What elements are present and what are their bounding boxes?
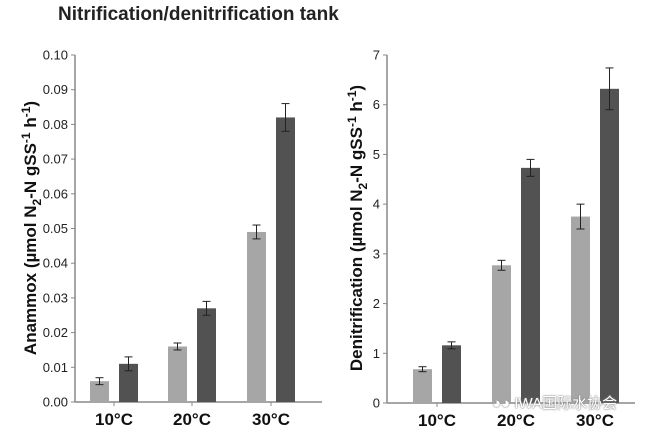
chart-2: 0 1 2 3 4 5 6 7 10°C 20°C 30°C Denitrification (µmo… (345, 48, 635, 430)
x-tick-label: 10°C (418, 411, 456, 430)
x-tick-label: 30°C (252, 410, 290, 429)
y-axis-label-part: -1 (19, 106, 33, 117)
y-tick-label: 0.00 (43, 395, 68, 410)
y-axis-label-part: h (347, 101, 366, 116)
bar (521, 167, 540, 403)
bar (90, 381, 109, 402)
bar (492, 265, 511, 403)
y-tick-label: 6 (373, 97, 380, 112)
bar (197, 308, 216, 402)
y-axis-label-part: -1 (345, 116, 359, 127)
x-tick-label: 20°C (497, 411, 535, 430)
y-axis-label-part: -N gSS (21, 143, 40, 199)
y-axis-label-part: -N gSS (347, 127, 366, 183)
bar (119, 363, 138, 402)
y-axis-label-part: 2 (356, 182, 370, 189)
y-tick-label: 0.10 (43, 48, 68, 63)
y-axis-label-part: h (21, 117, 40, 132)
y-axis-label-part: -1 (345, 90, 359, 101)
y-tick-label: 0.02 (43, 325, 68, 340)
y-tick-label: 0 (373, 396, 380, 411)
y-tick-label: 1 (373, 346, 380, 361)
y-axis-label-part: ) (21, 101, 40, 107)
y-axis-label-part: 2 (30, 198, 44, 205)
bar (442, 345, 461, 403)
watermark-text: IWA国际水协会 (514, 395, 618, 412)
bar (247, 231, 266, 402)
y-tick-label: 0.06 (43, 186, 68, 201)
x-tick-label: 10°C (95, 410, 133, 429)
y-tick-label: 0.09 (43, 82, 68, 97)
bar (168, 346, 187, 402)
wechat-icon: ◕◕ (492, 395, 515, 412)
y-tick-label: 0.07 (43, 152, 68, 167)
y-axis-label-part: Denitrification (µmol N (347, 189, 366, 371)
y-tick-label: 0.03 (43, 290, 68, 305)
bar (600, 88, 619, 403)
y-tick-label: 3 (373, 246, 380, 261)
y-tick-label: 0.04 (43, 256, 68, 271)
chart-1: 0.00 0.01 0.02 0.03 0.04 0.05 0.06 0.07 0.08 0.09… (19, 48, 322, 429)
y-axis-label-part: Anammox (µmol N (21, 205, 40, 355)
y-tick-label: 2 (373, 296, 380, 311)
y-tick-label: 4 (373, 197, 380, 212)
y-tick-label: 0.01 (43, 360, 68, 375)
y-tick-label: 0.05 (43, 221, 68, 236)
y-axis-label: Anammox (µmol N2-N gSS-1 h-1) (19, 101, 44, 355)
y-axis-label-part: -1 (19, 132, 33, 143)
bar (571, 216, 590, 403)
bar (413, 369, 432, 403)
y-tick-label: 5 (373, 147, 380, 162)
figure-title: Nitrification/denitrification tank (58, 4, 339, 25)
watermark: ◕◕ IWA国际水协会 (492, 392, 617, 413)
y-tick-label: 0.08 (43, 117, 68, 132)
y-axis-label: Denitrification (µmol N2-N gSS-1 h-1) (345, 85, 370, 371)
x-tick-label: 30°C (576, 411, 614, 430)
y-axis-label-part: ) (347, 85, 366, 91)
x-tick-label: 20°C (173, 410, 211, 429)
bar (276, 117, 295, 403)
y-tick-label: 7 (373, 48, 380, 63)
